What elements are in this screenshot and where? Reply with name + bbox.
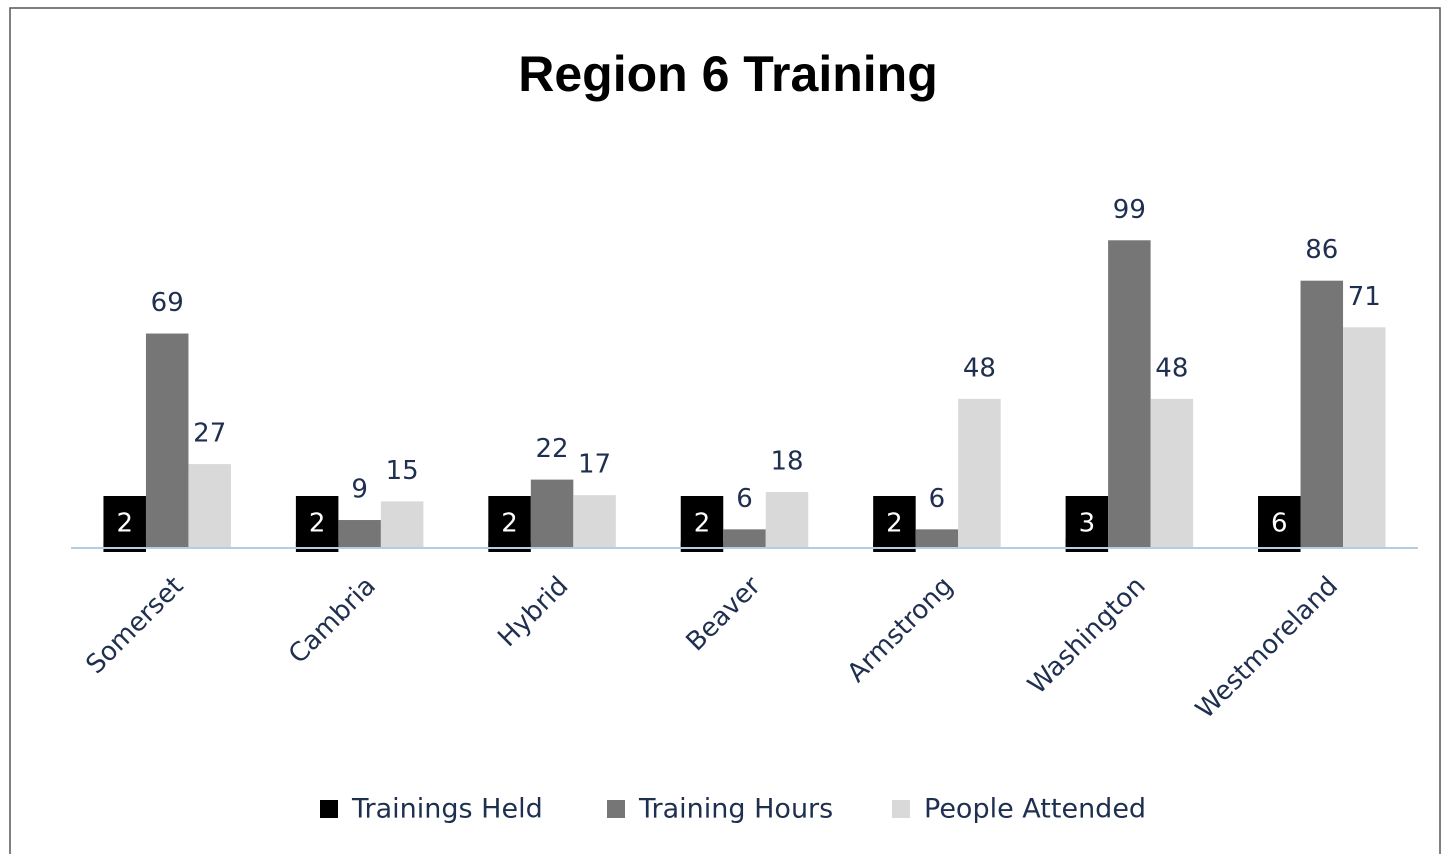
data-label: 69 [151,288,184,318]
chart-title: Region 6 Training [518,46,937,102]
bar [573,495,616,548]
data-label: 27 [193,419,226,449]
data-label: 86 [1305,235,1338,265]
bar [338,520,381,548]
bar [765,492,809,548]
bar [915,529,959,548]
data-label: 17 [578,450,611,480]
chart-frame [9,7,1441,854]
data-label: 2 [694,509,711,539]
data-label: 6 [1271,509,1288,539]
data-label-box [873,496,916,552]
legend-swatch [320,800,338,818]
bar [188,464,231,548]
bar [380,501,424,548]
data-label: 6 [736,484,753,514]
data-label-box [1258,496,1301,552]
data-label-box [488,496,531,552]
data-label-box [680,496,724,552]
data-label: 48 [1155,353,1188,383]
data-label: 2 [886,509,903,539]
data-label: 2 [501,509,518,539]
data-label: 9 [351,475,368,505]
bar [1150,398,1194,548]
bar [1343,327,1386,548]
data-label: 15 [386,456,419,486]
data-label: 22 [536,434,569,464]
data-label-box [103,496,146,552]
legend-swatch [892,800,910,818]
data-label: 6 [929,484,946,514]
bar [723,529,766,548]
data-label-box [295,496,339,552]
legend-swatch [607,800,625,818]
bar [1108,240,1151,548]
bar [145,333,189,548]
legend-label: People Attended [924,794,1146,825]
bar [530,479,574,548]
data-label: 2 [116,509,133,539]
data-label-box [1065,496,1109,552]
data-label: 2 [309,509,326,539]
data-label: 99 [1113,195,1146,225]
legend-label: Trainings Held [351,794,543,825]
data-label: 71 [1348,282,1381,312]
data-label: 18 [770,447,803,477]
data-label: 48 [963,353,996,383]
data-label: 3 [1079,509,1096,539]
bar [958,398,1001,548]
legend-label: Training Hours [638,794,833,825]
bar [1300,280,1344,548]
